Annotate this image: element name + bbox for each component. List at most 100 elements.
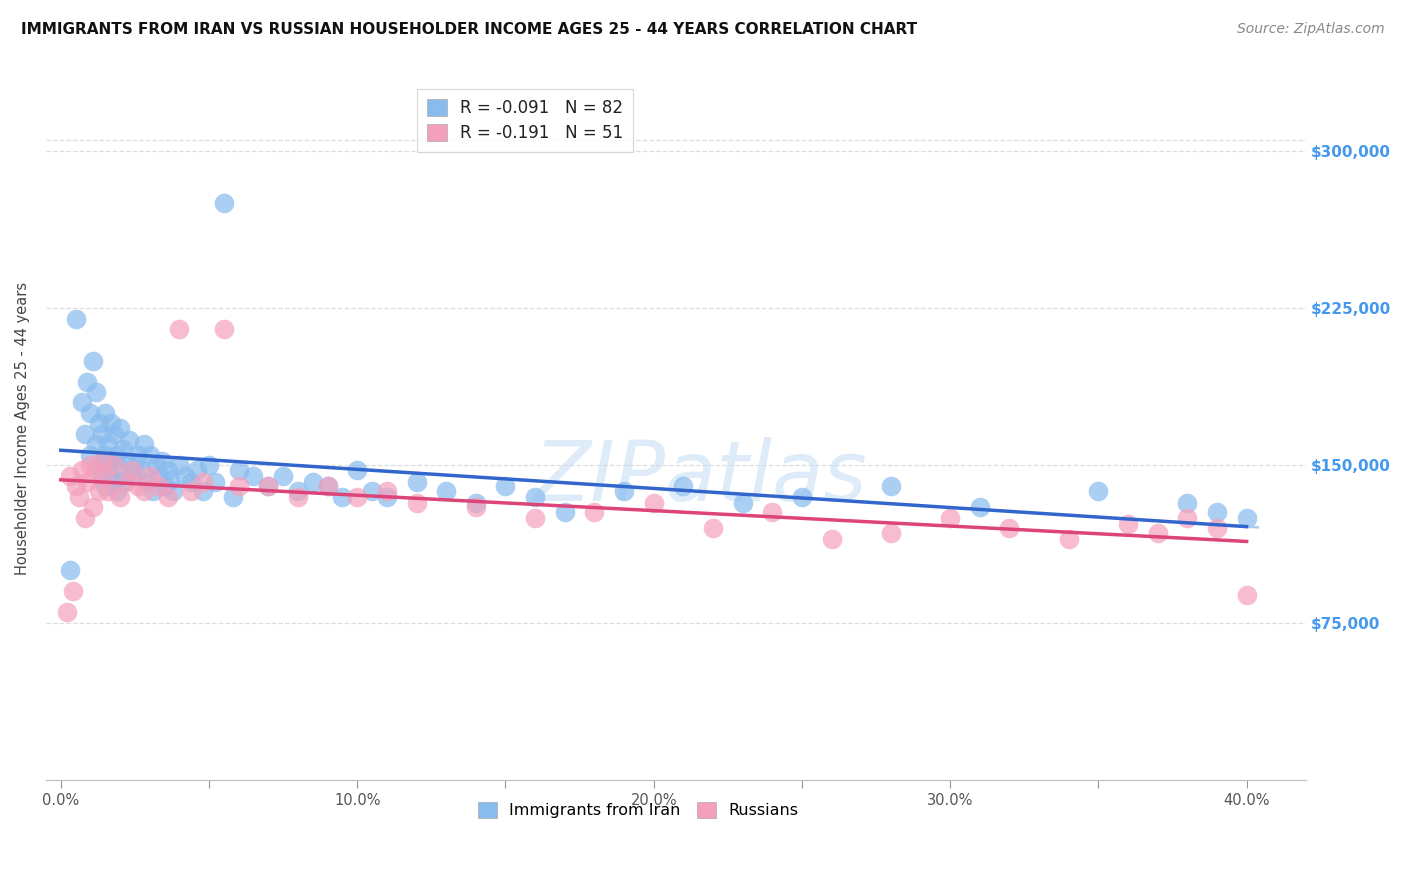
Point	[156, 462, 179, 476]
Point	[156, 490, 179, 504]
Point	[464, 500, 486, 515]
Point	[346, 490, 368, 504]
Point	[73, 426, 96, 441]
Point	[132, 437, 155, 451]
Point	[89, 458, 111, 473]
Point	[94, 406, 117, 420]
Point	[222, 490, 245, 504]
Point	[287, 490, 309, 504]
Point	[1206, 504, 1229, 518]
Text: IMMIGRANTS FROM IRAN VS RUSSIAN HOUSEHOLDER INCOME AGES 25 - 44 YEARS CORRELATIO: IMMIGRANTS FROM IRAN VS RUSSIAN HOUSEHOL…	[21, 22, 917, 37]
Point	[91, 454, 114, 468]
Point	[880, 525, 903, 540]
Point	[731, 496, 754, 510]
Point	[174, 468, 197, 483]
Point	[191, 483, 214, 498]
Point	[100, 454, 122, 468]
Point	[115, 475, 138, 490]
Point	[135, 475, 157, 490]
Point	[76, 375, 98, 389]
Point	[94, 468, 117, 483]
Point	[108, 462, 131, 476]
Point	[332, 490, 354, 504]
Point	[142, 483, 165, 498]
Point	[228, 479, 250, 493]
Point	[169, 458, 191, 473]
Point	[1206, 521, 1229, 535]
Point	[82, 500, 104, 515]
Point	[1236, 511, 1258, 525]
Point	[55, 605, 77, 619]
Point	[86, 384, 108, 399]
Point	[180, 483, 202, 498]
Point	[375, 490, 398, 504]
Point	[153, 479, 176, 493]
Point	[115, 454, 138, 468]
Point	[1057, 532, 1080, 546]
Point	[361, 483, 384, 498]
Point	[86, 462, 108, 476]
Point	[103, 473, 125, 487]
Point	[212, 322, 235, 336]
Point	[405, 496, 427, 510]
Point	[138, 448, 160, 462]
Point	[121, 468, 143, 483]
Point	[1236, 589, 1258, 603]
Point	[112, 442, 135, 456]
Point	[1146, 525, 1168, 540]
Y-axis label: Householder Income Ages 25 - 44 years: Householder Income Ages 25 - 44 years	[15, 282, 30, 575]
Point	[257, 479, 280, 493]
Point	[790, 490, 813, 504]
Point	[105, 448, 128, 462]
Point	[643, 496, 665, 510]
Point	[242, 468, 264, 483]
Point	[97, 462, 120, 476]
Point	[62, 584, 84, 599]
Point	[65, 311, 87, 326]
Point	[132, 483, 155, 498]
Point	[180, 475, 202, 490]
Point	[271, 468, 294, 483]
Point	[1116, 517, 1139, 532]
Point	[198, 458, 221, 473]
Point	[89, 417, 111, 431]
Point	[148, 479, 170, 493]
Point	[103, 426, 125, 441]
Point	[94, 479, 117, 493]
Point	[159, 473, 181, 487]
Point	[939, 511, 962, 525]
Point	[89, 483, 111, 498]
Point	[103, 458, 125, 473]
Point	[191, 475, 214, 490]
Point	[124, 458, 146, 473]
Point	[79, 458, 101, 473]
Point	[405, 475, 427, 490]
Point	[761, 504, 783, 518]
Point	[880, 479, 903, 493]
Point	[524, 511, 547, 525]
Point	[346, 462, 368, 476]
Text: Source: ZipAtlas.com: Source: ZipAtlas.com	[1237, 22, 1385, 37]
Point	[118, 434, 141, 448]
Point	[554, 504, 576, 518]
Point	[59, 468, 82, 483]
Point	[86, 437, 108, 451]
Point	[70, 462, 93, 476]
Text: ZIPatlas: ZIPatlas	[534, 437, 868, 518]
Point	[162, 483, 184, 498]
Point	[112, 475, 135, 490]
Point	[145, 458, 167, 473]
Point	[228, 462, 250, 476]
Point	[97, 437, 120, 451]
Point	[1175, 511, 1198, 525]
Point	[820, 532, 842, 546]
Point	[148, 468, 170, 483]
Point	[76, 475, 98, 490]
Point	[583, 504, 606, 518]
Point	[100, 417, 122, 431]
Point	[79, 406, 101, 420]
Point	[186, 462, 208, 476]
Point	[127, 448, 149, 462]
Point	[79, 448, 101, 462]
Point	[998, 521, 1021, 535]
